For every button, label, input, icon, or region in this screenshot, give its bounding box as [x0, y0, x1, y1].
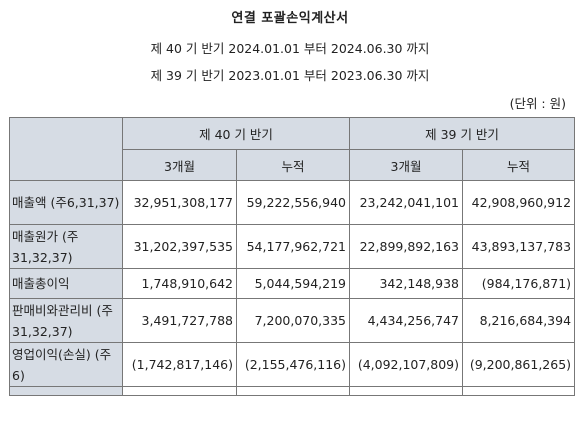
- value-cell: 43,893,137,783: [462, 224, 576, 269]
- table-row-cost-of-sales: 매출원가 (주31,32,37) 31,202,397,535 54,177,9…: [9, 224, 576, 269]
- value-cell: (9,200,861,265): [462, 342, 576, 387]
- row-label: 매출원가 (주31,32,37): [9, 224, 123, 269]
- value-cell-empty: [349, 386, 464, 396]
- value-cell-empty: [122, 386, 237, 396]
- table-row-operating-income: 영업이익(손실) (주6) (1,742,817,146) (2,155,476…: [9, 342, 576, 387]
- table-row-sga: 판매비와관리비 (주31,32,37) 3,491,727,788 7,200,…: [9, 298, 576, 343]
- value-cell: (984,176,871): [462, 268, 576, 299]
- table-row-revenue: 매출액 (주6,31,37) 32,951,308,177 59,222,556…: [9, 180, 576, 225]
- row-label: 영업이익(손실) (주6): [9, 342, 123, 387]
- current-period-line: 제 40 기 반기 2024.01.01 부터 2024.06.30 까지: [150, 41, 430, 56]
- header-prior-cumulative: 누적: [462, 149, 576, 181]
- value-cell-empty: [235, 386, 351, 396]
- value-cell: 32,951,308,177: [122, 180, 237, 225]
- value-cell: 22,899,892,163: [349, 224, 464, 269]
- header-corner: [9, 117, 123, 181]
- table-row-cut-off: [9, 386, 576, 396]
- row-label: 매출총이익: [9, 268, 123, 299]
- value-cell: (4,092,107,809): [349, 342, 464, 387]
- header-current-3months: 3개월: [122, 149, 237, 181]
- value-cell: 1,748,910,642: [122, 268, 237, 299]
- header-row-subcolumns: 3개월 누적 3개월 누적: [10, 149, 576, 181]
- header-row-periods: 제 40 기 반기 제 39 기 반기: [9, 117, 576, 181]
- header-prior-half: 제 39 기 반기: [349, 117, 576, 150]
- value-cell: 23,242,041,101: [349, 180, 464, 225]
- value-cell: 59,222,556,940: [235, 180, 351, 225]
- value-cell-empty: [462, 386, 576, 396]
- value-cell: 7,200,070,335: [235, 298, 351, 343]
- value-cell: 3,491,727,788: [122, 298, 237, 343]
- value-cell: 8,216,684,394: [462, 298, 576, 343]
- row-label: 매출액 (주6,31,37): [9, 180, 123, 225]
- value-cell: 4,434,256,747: [349, 298, 464, 343]
- value-cell: 42,908,960,912: [462, 180, 576, 225]
- prior-period-line: 제 39 기 반기 2023.01.01 부터 2023.06.30 까지: [150, 68, 430, 83]
- value-cell: 54,177,962,721: [235, 224, 351, 269]
- value-cell: 342,148,938: [349, 268, 464, 299]
- value-cell: (1,742,817,146): [122, 342, 237, 387]
- value-cell: (2,155,476,116): [235, 342, 351, 387]
- header-prior-3months: 3개월: [349, 149, 464, 181]
- value-cell: 31,202,397,535: [122, 224, 237, 269]
- income-statement-table: 제 40 기 반기 제 39 기 반기 3개월 누적 3개월 누적 매출액 (주…: [9, 117, 576, 396]
- row-label: 판매비와관리비 (주31,32,37): [9, 298, 123, 343]
- header-current-cumulative: 누적: [235, 149, 351, 181]
- statement-title: 연결 포괄손익계산서: [231, 11, 349, 26]
- unit-label: (단위 : 원): [509, 96, 566, 111]
- row-label-empty: [9, 386, 123, 396]
- header-current-half: 제 40 기 반기: [121, 117, 351, 150]
- value-cell: 5,044,594,219: [235, 268, 351, 299]
- table-row-gross-profit: 매출총이익 1,748,910,642 5,044,594,219 342,14…: [9, 268, 576, 299]
